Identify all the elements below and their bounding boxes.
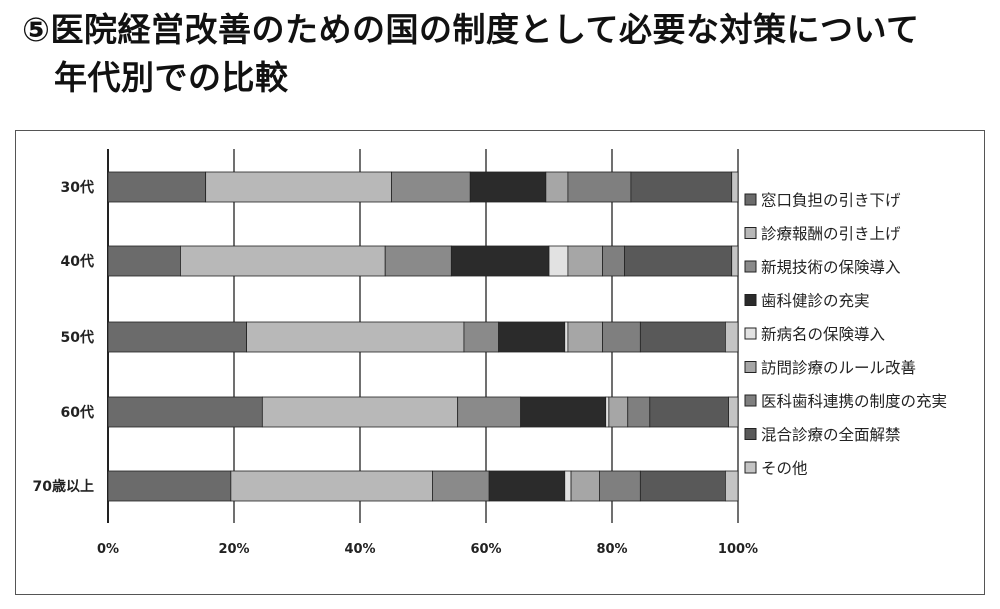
bar-segment [605,396,610,428]
legend-label: 混合診療の全面解禁 [761,426,901,444]
x-tick-label: 40% [344,542,375,557]
bar-segment [180,245,386,277]
bar-segment [728,396,739,428]
bar-segment [725,470,739,502]
bar-segment [230,470,433,502]
legend-label: その他 [761,460,808,478]
bar-segment [246,321,465,353]
page-title: ⑤医院経営改善のための国の制度として必要な対策について 年代別での比較 [22,6,919,102]
bar-segment [630,171,733,203]
legend-label: 新規技術の保険導入 [761,259,901,277]
bar-segment [567,321,603,353]
bar-segment [488,470,566,502]
bar-segment [463,321,500,353]
x-tick-label: 20% [218,542,249,557]
bar-segment [107,396,263,428]
x-tick-label: 80% [596,542,627,557]
legend-swatch [744,394,757,407]
stacked-bar-chart: 0% 20% 40% 60% 80% 100% 30代 40代 50代 60代 70歳以上 窓口負担の… [33,149,947,557]
bar-segment [564,321,569,353]
legend-label: 診療報酬の引き上げ [761,225,901,243]
legend-swatch [744,361,757,373]
bar-segment [627,396,651,428]
bar-segment [107,245,181,277]
category-label: 70歳以上 [33,478,94,495]
x-tick-label: 100% [718,542,758,557]
category-label: 40代 [61,253,94,270]
bar-segment [725,321,739,353]
legend-swatch [744,327,757,340]
bar-segment [261,396,459,428]
legend-swatch [744,294,757,306]
title-line-1: ⑤医院経営改善のための国の制度として必要な対策について [22,10,920,49]
legend-label: 窓口負担の引き下げ [761,192,901,210]
bar-segment [457,396,522,428]
legend-swatch [744,193,757,206]
bar-segment [450,245,550,277]
bar-segment [599,470,641,502]
bar-segment [570,470,600,502]
bar-segment [469,171,547,203]
category-label: 30代 [61,179,94,196]
bar-segment [639,470,726,502]
bar-segment [205,171,392,203]
legend-swatch [744,428,757,440]
bar-segment [731,171,739,203]
bar-segment [564,470,572,502]
category-label: 50代 [61,329,94,346]
bar-segment [624,245,733,277]
bar-segment [107,470,232,502]
legend-label: 新病名の保険導入 [761,326,885,344]
bar-segment [639,321,726,353]
bar-segment [567,245,603,277]
bar-segment [602,321,641,353]
bar-segment [498,321,566,353]
bar-segment [545,171,569,203]
legend-label: 歯科健診の充実 [761,292,870,310]
bar-segment [520,396,607,428]
category-label: 60代 [61,404,94,421]
bar-segment [432,470,490,502]
bar-segment [649,396,729,428]
bar-segment [391,171,471,203]
legend-swatch [744,260,757,273]
x-tick-label: 60% [470,542,501,557]
bar-segment [107,171,207,203]
legend-swatch [744,227,757,239]
bar-segment [107,321,248,353]
legend-label: 訪問診療のルール改善 [761,359,916,377]
bar-segment [602,245,625,277]
x-tick-label: 0% [97,542,119,557]
title-line-2: 年代別での比較 [54,58,289,97]
bar-segment [731,245,739,277]
bar-segment [567,171,632,203]
legend-swatch [744,461,757,474]
bar-segment [384,245,452,277]
bar-segment [608,396,629,428]
chart-frame: 0% 20% 40% 60% 80% 100% 30代 40代 50代 60代 70歳以上 窓口負担の… [15,130,985,595]
legend-label: 医科歯科連携の制度の充実 [761,393,947,411]
bar-segment [548,245,569,277]
